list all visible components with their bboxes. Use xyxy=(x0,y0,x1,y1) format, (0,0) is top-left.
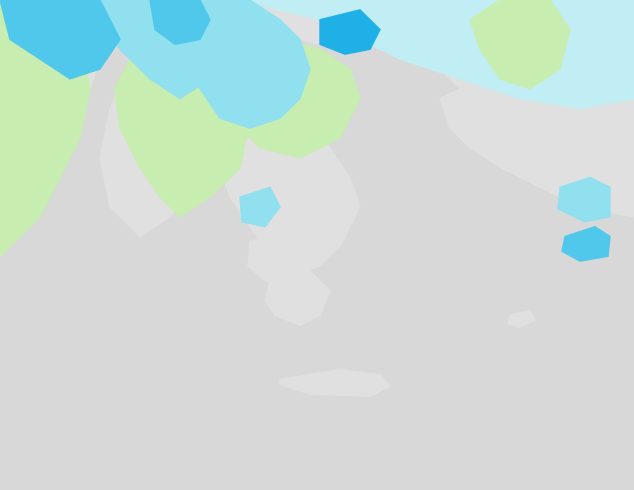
Text: 50: 50 xyxy=(261,476,271,485)
Text: 5: 5 xyxy=(89,476,93,485)
Text: 15: 15 xyxy=(125,476,134,485)
Polygon shape xyxy=(470,0,570,89)
Text: Mo 10-06-2024 06..12 UTC (00+156: Mo 10-06-2024 06..12 UTC (00+156 xyxy=(443,437,631,447)
Text: ©weatheronline.co.uk: ©weatheronline.co.uk xyxy=(522,483,631,490)
Polygon shape xyxy=(248,237,310,286)
Bar xyxy=(178,449,198,471)
Polygon shape xyxy=(150,0,210,45)
Polygon shape xyxy=(220,118,360,276)
Polygon shape xyxy=(200,0,380,49)
Text: 10: 10 xyxy=(106,476,115,485)
Polygon shape xyxy=(240,187,280,227)
Text: 45: 45 xyxy=(242,476,251,485)
Bar xyxy=(237,449,256,471)
Polygon shape xyxy=(100,0,230,98)
Text: 1: 1 xyxy=(49,476,54,485)
Bar xyxy=(3,449,23,471)
Polygon shape xyxy=(508,311,535,327)
Text: 35: 35 xyxy=(203,476,212,485)
Bar xyxy=(23,449,42,471)
Text: 0.5: 0.5 xyxy=(25,476,39,485)
Polygon shape xyxy=(0,0,100,256)
Text: 30: 30 xyxy=(183,476,193,485)
Bar xyxy=(61,449,81,471)
Text: 40: 40 xyxy=(223,476,232,485)
Polygon shape xyxy=(320,10,380,54)
Polygon shape xyxy=(0,0,634,108)
Text: Precipitation (6h) [mm] ECMWF: Precipitation (6h) [mm] ECMWF xyxy=(3,437,174,447)
Bar xyxy=(42,449,61,471)
Polygon shape xyxy=(115,39,250,217)
Polygon shape xyxy=(265,271,330,325)
Polygon shape xyxy=(0,0,90,256)
Bar xyxy=(159,449,178,471)
Bar xyxy=(256,449,276,471)
Text: 20: 20 xyxy=(145,476,154,485)
Bar xyxy=(217,449,237,471)
Polygon shape xyxy=(558,177,610,222)
Polygon shape xyxy=(150,0,310,128)
Polygon shape xyxy=(230,39,360,158)
Text: 25: 25 xyxy=(164,476,173,485)
Text: 0.1: 0.1 xyxy=(6,476,20,485)
Polygon shape xyxy=(276,449,285,471)
Polygon shape xyxy=(280,369,390,396)
Polygon shape xyxy=(100,39,240,237)
Polygon shape xyxy=(562,227,610,261)
Bar xyxy=(139,449,159,471)
Text: 2: 2 xyxy=(69,476,74,485)
Polygon shape xyxy=(380,0,634,69)
Polygon shape xyxy=(0,0,120,79)
Bar xyxy=(120,449,139,471)
Polygon shape xyxy=(420,0,634,168)
Bar xyxy=(198,449,217,471)
Bar xyxy=(81,449,101,471)
Polygon shape xyxy=(440,89,634,217)
Bar xyxy=(101,449,120,471)
